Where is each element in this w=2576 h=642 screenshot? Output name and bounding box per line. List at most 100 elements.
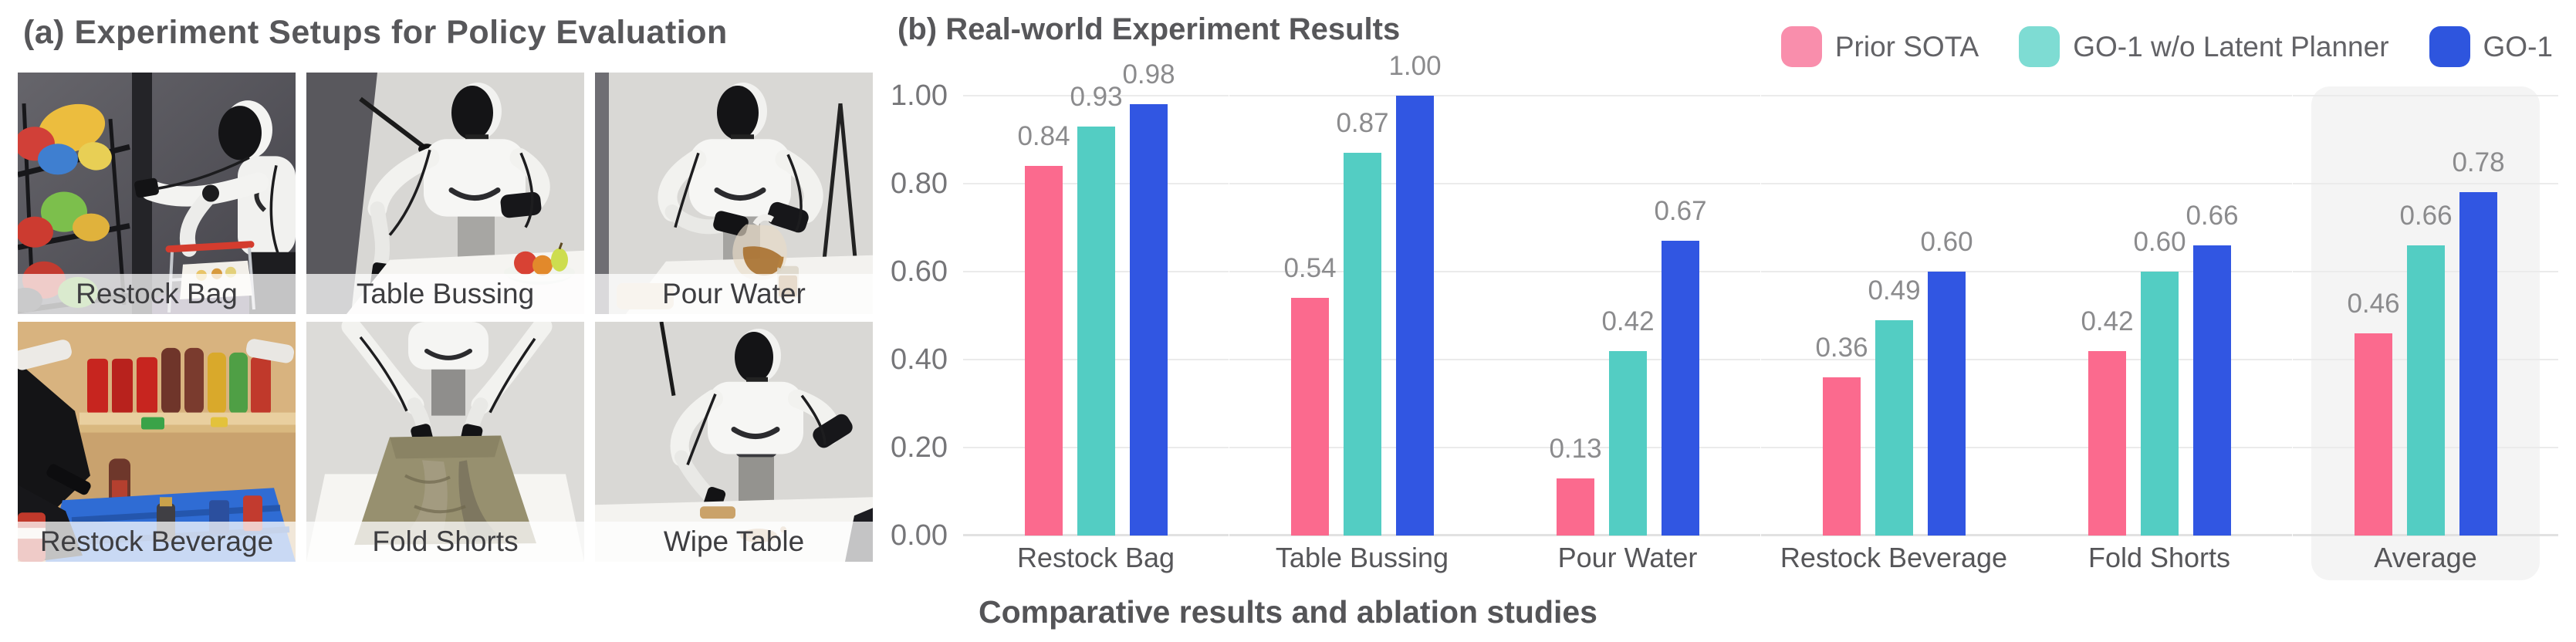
bar-value-3-2: 0.60: [1920, 227, 1973, 257]
bar-value-1-2: 1.00: [1388, 51, 1442, 81]
legend-swatch-1: [2019, 26, 2060, 67]
gridline-1.00-g3: [1761, 95, 2027, 96]
chart-caption: Comparative results and ablation studies: [979, 594, 1597, 630]
tile-pour-water: Pour Water: [595, 73, 873, 314]
y-tick-0.40: 0.40: [891, 343, 948, 376]
tile-wipe-table: Wipe Table: [595, 322, 873, 562]
legend-label-1: GO-1 w/o Latent Planner: [2073, 30, 2389, 63]
tile-restock-bag: Restock Bag: [18, 73, 296, 314]
chart-legend: Prior SOTA GO-1 w/o Latent Planner GO-1: [1780, 26, 2553, 67]
bar-value-1-1: 0.87: [1336, 108, 1389, 138]
bar-go-1-w/o-latent-planner-3: [1875, 320, 1913, 536]
robot: [367, 83, 550, 314]
gridline-0.60-g2: [1495, 271, 1760, 272]
gridline-0.80-g3: [1761, 183, 2027, 184]
bar-go-1-3: [1928, 272, 1966, 536]
gridline-0.80-g5: [2293, 183, 2558, 184]
tile-label-restock-bag: Restock Bag: [18, 274, 296, 314]
tile-restock-beverage: Restock Beverage: [18, 322, 296, 562]
gridline-1.00-g4: [2027, 95, 2292, 96]
wall-pillar: [306, 73, 377, 314]
tripod: [821, 103, 858, 269]
sponge: [700, 506, 735, 519]
robot-gripper: [18, 339, 295, 516]
bar-value-3-1: 0.49: [1868, 275, 1921, 306]
bar-value-2-1: 0.42: [1601, 306, 1655, 336]
lamp-arm: [659, 322, 676, 397]
wall-edge: [595, 73, 609, 314]
bar-value-2-0: 0.13: [1549, 434, 1602, 464]
x-label-fold-shorts: Fold Shorts: [2088, 542, 2231, 573]
robot: [670, 328, 853, 538]
bar-value-0-2: 0.98: [1122, 59, 1175, 90]
x-label-table-bussing: Table Bussing: [1275, 542, 1449, 573]
legend-label-0: Prior SOTA: [1834, 30, 1979, 63]
x-label-restock-beverage: Restock Beverage: [1780, 542, 2008, 573]
legend-swatch-0: [1780, 26, 1822, 67]
bar-go-1-4: [2193, 245, 2231, 536]
bar-go-1-5: [2459, 192, 2497, 536]
y-tick-0.60: 0.60: [891, 255, 948, 288]
gridline-1.00-g5: [2293, 95, 2558, 96]
legend-label-2: GO-1: [2483, 30, 2553, 63]
legend-item-1: GO-1 w/o Latent Planner: [2019, 26, 2389, 67]
lamp-arm: [359, 96, 425, 149]
bar-go-1-w/o-latent-planner-1: [1344, 153, 1381, 536]
shorts: [354, 435, 536, 546]
robot: [341, 322, 553, 454]
bar-go-1-0: [1130, 104, 1168, 536]
bar-value-4-0: 0.42: [2081, 306, 2134, 336]
gridline-0.80-g2: [1495, 183, 1760, 184]
tile-label-restock-beverage: Restock Beverage: [18, 522, 296, 562]
tile-label-pour-water: Pour Water: [595, 274, 873, 314]
panel-a-title: (a) Experiment Setups for Policy Evaluat…: [23, 14, 728, 51]
bar-value-5-0: 0.46: [2347, 289, 2400, 319]
bar-value-5-2: 0.78: [2452, 147, 2505, 177]
bar-value-4-1: 0.60: [2133, 227, 2186, 257]
panel-b-title: (b) Real-world Experiment Results: [898, 12, 1401, 46]
y-tick-0.00: 0.00: [891, 519, 948, 552]
tile-label-fold-shorts: Fold Shorts: [306, 522, 584, 562]
bar-go-1-w/o-latent-planner-4: [2141, 272, 2179, 536]
beverage-shelf: [79, 347, 296, 433]
bar-prior-sota-2: [1557, 478, 1594, 536]
bar-value-1-0: 0.54: [1283, 253, 1337, 283]
bar-prior-sota-5: [2355, 333, 2392, 536]
legend-item-0: Prior SOTA: [1780, 26, 1979, 67]
bar-go-1-1: [1396, 96, 1434, 536]
gridline-0.80-g4: [2027, 183, 2292, 184]
bar-prior-sota-0: [1025, 166, 1063, 536]
bar-go-1-w/o-latent-planner-5: [2407, 245, 2445, 536]
bar-go-1-2: [1662, 241, 1699, 536]
x-label-average: Average: [2374, 542, 2477, 573]
y-tick-0.20: 0.20: [891, 431, 948, 464]
tile-table-bussing: Table Bussing: [306, 73, 584, 314]
robot: [658, 83, 823, 314]
bar-value-3-0: 0.36: [1815, 333, 1868, 363]
bar-prior-sota-4: [2088, 351, 2126, 536]
bar-value-2-2: 0.67: [1654, 196, 1707, 226]
legend-swatch-2: [2429, 26, 2470, 67]
y-tick-0.80: 0.80: [891, 167, 948, 200]
tile-label-wipe-table: Wipe Table: [595, 522, 873, 562]
tile-fold-shorts: Fold Shorts: [306, 322, 584, 562]
gridline-0.60-g3: [1761, 271, 2027, 272]
bar-value-5-1: 0.66: [2399, 201, 2453, 231]
gridline-1.00-g0: [963, 95, 1229, 96]
bar-prior-sota-1: [1291, 298, 1329, 536]
gridline-1.00-g2: [1495, 95, 1760, 96]
tile-label-table-bussing: Table Bussing: [306, 274, 584, 314]
legend-item-2: GO-1: [2429, 26, 2553, 67]
y-tick-1.00: 1.00: [891, 79, 948, 112]
bar-go-1-w/o-latent-planner-0: [1077, 127, 1115, 536]
x-label-restock-bag: Restock Bag: [1016, 542, 1175, 573]
bar-value-4-2: 0.66: [2186, 201, 2239, 231]
bar-value-0-1: 0.93: [1070, 82, 1123, 112]
bar-go-1-w/o-latent-planner-2: [1609, 351, 1647, 536]
gridline-1.00-g1: [1229, 95, 1495, 96]
bar-value-0-0: 0.84: [1017, 121, 1070, 151]
x-label-pour-water: Pour Water: [1557, 542, 1698, 573]
photo-restock-bag: [18, 73, 296, 314]
